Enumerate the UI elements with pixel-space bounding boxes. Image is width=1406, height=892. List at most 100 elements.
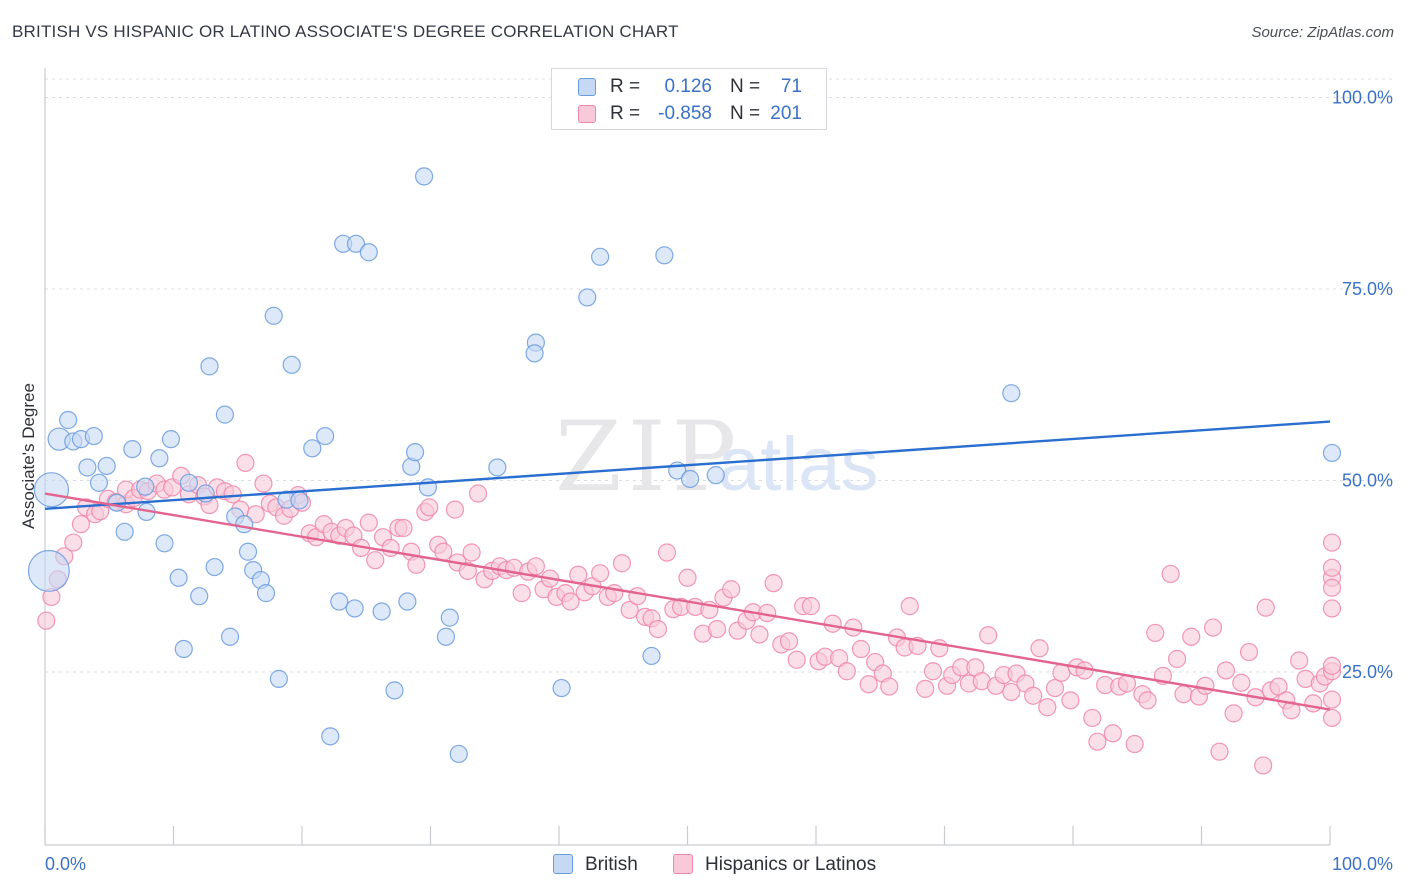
hispanic-point: [1322, 708, 1342, 728]
hispanic-point: [1203, 618, 1223, 637]
british-point: [200, 357, 219, 376]
british-point: [155, 534, 174, 553]
british-point: [264, 306, 283, 325]
correlation-legend: R = 0.126 N = 71 R = -0.858 N = 201: [551, 68, 827, 130]
hispanic-point: [648, 620, 668, 639]
hispanic-point: [420, 498, 439, 517]
hispanic-point: [612, 554, 632, 573]
r-label: R =: [610, 103, 641, 124]
watermark: ZIP atlas: [555, 401, 879, 513]
british-point: [706, 466, 725, 485]
y-tick-label: 50.0%: [1342, 471, 1393, 491]
legend-label: British: [585, 854, 638, 875]
legend-label: Hispanics or Latinos: [705, 854, 877, 875]
hispanic-point: [801, 597, 820, 616]
hispanic-point: [445, 500, 465, 519]
british-swatch: [578, 78, 596, 96]
hispanic-point: [1210, 742, 1229, 761]
hispanic-point: [71, 515, 91, 534]
british-point: [179, 473, 199, 492]
n-label: N =: [730, 76, 761, 97]
hispanic-point: [1174, 685, 1193, 704]
y-tick-label: 100.0%: [1332, 88, 1393, 108]
hispanic-point: [468, 484, 488, 503]
hispanic-points: [37, 453, 1342, 775]
n-value: 71: [780, 76, 802, 97]
hispanic-point: [462, 543, 481, 562]
hispanic-point: [859, 675, 878, 694]
hispanic-point: [1167, 649, 1187, 669]
hispanic-point: [407, 555, 426, 574]
british-point: [449, 744, 468, 764]
hispanic-point: [1024, 686, 1043, 705]
british-point: [238, 542, 258, 561]
british-point: [115, 522, 134, 541]
hispanic-point: [1282, 701, 1301, 720]
hispanic-point: [657, 543, 677, 562]
hispanic-point: [1002, 682, 1021, 702]
hispanic-point: [707, 620, 727, 639]
y-tick-label: 25.0%: [1342, 662, 1393, 682]
r-value: 0.126: [664, 76, 712, 97]
british-point: [33, 472, 70, 508]
british-point: [488, 458, 507, 477]
hispanic-point: [1269, 677, 1288, 696]
series-legend: British Hispanics or Latinos: [0, 850, 1406, 880]
hispanic-point: [1216, 661, 1236, 680]
hispanic-point: [880, 677, 899, 696]
hispanic-point: [1304, 694, 1323, 713]
british-point: [290, 491, 309, 510]
hispanic-point: [1196, 676, 1215, 695]
hispanic-point: [979, 626, 998, 645]
british-point: [1002, 384, 1021, 403]
hispanic-point: [900, 597, 919, 616]
british-point: [372, 602, 391, 621]
hispanic-point: [1239, 642, 1259, 662]
hispanic-point: [1083, 708, 1102, 728]
british-point: [345, 599, 364, 618]
watermark-atlas: atlas: [718, 422, 879, 507]
british-point: [330, 592, 349, 611]
hispanic-point: [37, 611, 56, 630]
hispanic-swatch: [578, 105, 596, 123]
british-point: [680, 469, 700, 489]
hispanic-point: [394, 518, 413, 538]
x-tick-label: 100.0%: [1332, 854, 1393, 874]
hispanic-point: [526, 557, 545, 576]
hispanic-point: [923, 662, 943, 681]
hispanic-point: [1322, 690, 1342, 709]
hispanic-point: [1290, 651, 1309, 670]
hispanic-point: [1256, 598, 1275, 617]
british-point: [1322, 443, 1342, 463]
british-point: [169, 568, 188, 587]
hispanic-point: [916, 679, 935, 698]
hispanic-point: [1224, 704, 1243, 723]
british-point: [215, 405, 234, 424]
hispanic-point: [678, 568, 697, 587]
british-point: [591, 247, 610, 266]
british-point: [256, 584, 276, 603]
hispanic-point: [1138, 691, 1157, 710]
hispanic-point: [1146, 623, 1165, 643]
british-point: [642, 646, 661, 666]
british-point: [84, 426, 103, 446]
hispanic-point: [366, 551, 385, 570]
hispanic-point: [779, 632, 799, 651]
hispanic-point: [246, 505, 265, 524]
chart-title: BRITISH VS HISPANIC OR LATINO ASSOCIATE'…: [12, 22, 679, 41]
r-value: -0.858: [658, 103, 712, 124]
hispanic-point: [851, 639, 871, 659]
hispanic-point: [1322, 558, 1342, 577]
british-point: [174, 639, 193, 659]
british-point: [436, 627, 456, 646]
gridlines: [45, 78, 1393, 673]
hispanic-point: [561, 592, 580, 611]
hispanic-point: [512, 584, 531, 603]
british-point: [59, 410, 78, 430]
british-point: [282, 355, 301, 374]
hispanic-point: [1232, 673, 1251, 692]
hispanic-point: [434, 542, 453, 561]
hispanic-point: [359, 513, 378, 532]
british-point: [136, 477, 155, 496]
source-credit: Source: ZipAtlas.com: [1251, 24, 1394, 41]
